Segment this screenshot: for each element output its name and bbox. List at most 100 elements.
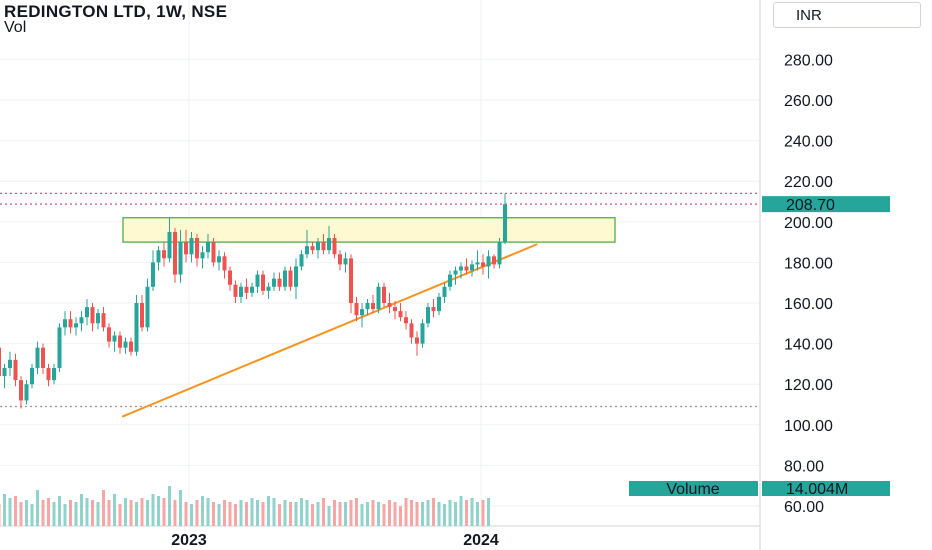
volume-bar	[201, 496, 204, 526]
candle-body	[239, 286, 243, 297]
candle-body	[492, 256, 496, 265]
volume-bar	[487, 498, 490, 526]
volume-bar	[465, 500, 468, 526]
volume-bar	[426, 500, 430, 526]
candle-body	[217, 256, 221, 263]
candle-body	[112, 335, 117, 342]
volume-bar	[305, 500, 309, 526]
candle-body	[145, 286, 150, 328]
candle-body	[101, 313, 106, 328]
volume-bar	[289, 502, 292, 526]
candle-body	[178, 242, 183, 275]
candle-body	[338, 254, 342, 265]
candle-body	[52, 367, 56, 381]
candle-body	[503, 204, 507, 243]
y-tick-label: 160.00	[784, 296, 833, 313]
candle-body	[299, 254, 304, 267]
candle-body	[272, 278, 276, 287]
candle-body	[184, 242, 188, 255]
volume-bar	[454, 502, 457, 526]
volume-indicator-label[interactable]: Vol	[4, 19, 27, 36]
volume-bar	[124, 498, 127, 526]
candle-body	[85, 307, 89, 318]
candle-body	[200, 252, 205, 259]
volume-bar	[234, 504, 237, 526]
candle-body	[387, 303, 392, 308]
volume-bar	[140, 498, 144, 526]
candle-body	[420, 323, 425, 344]
candle-body	[354, 303, 359, 316]
volume-bar	[223, 500, 226, 526]
volume-bar	[481, 500, 485, 526]
candle-body	[288, 270, 293, 287]
candle-body	[481, 262, 485, 267]
candle-body	[0, 347, 1, 377]
volume-bar	[316, 502, 320, 526]
candle-body	[211, 242, 216, 263]
candle-body	[316, 242, 320, 251]
candle-body	[464, 266, 469, 271]
volume-bar	[157, 496, 160, 526]
candle-body	[332, 238, 337, 255]
volume-bar	[80, 494, 83, 526]
volume-bar	[228, 502, 232, 526]
volume-bar	[129, 500, 133, 526]
candle-body	[365, 303, 370, 310]
volume-bar	[283, 500, 287, 526]
candle-body	[57, 327, 62, 368]
candle-body	[189, 238, 194, 255]
volume-bar	[0, 504, 1, 526]
volume-bar	[437, 502, 441, 526]
price-badge-label: 208.70	[786, 197, 835, 214]
volume-bar	[355, 498, 358, 526]
y-tick-label: 80.00	[784, 458, 824, 475]
volume-bar	[195, 500, 199, 526]
candle-body	[96, 313, 100, 324]
candle-body	[470, 264, 474, 271]
candle-body	[376, 286, 381, 310]
candle-body	[371, 303, 375, 310]
volume-bar	[272, 498, 276, 526]
volume-bar	[173, 500, 177, 526]
candle-body	[63, 319, 67, 328]
candle-body	[448, 274, 452, 287]
candle-body	[475, 262, 480, 265]
candle-body	[2, 367, 7, 377]
candle-body	[19, 380, 23, 401]
candle-body	[266, 286, 271, 291]
candle-body	[151, 262, 155, 287]
volume-bar	[190, 504, 193, 526]
candle-body	[327, 238, 331, 251]
candle-body	[497, 242, 502, 265]
candle-body	[173, 231, 177, 275]
candle-body	[233, 284, 238, 297]
volume-bar	[432, 498, 435, 526]
candle-body	[453, 270, 458, 275]
candle-body	[228, 270, 232, 285]
volume-bar	[322, 498, 325, 526]
candle-body	[107, 327, 111, 342]
candle-body	[68, 319, 73, 328]
volume-bar	[415, 502, 419, 526]
candle-body	[30, 367, 34, 385]
volume-bar	[239, 500, 243, 526]
candle-body	[244, 286, 249, 293]
resistance-zone	[122, 217, 616, 243]
currency-selector[interactable]: INR	[773, 2, 921, 28]
volume-bar	[30, 504, 34, 526]
candle-body	[90, 307, 95, 324]
volume-bar	[184, 502, 188, 526]
y-tick-label: 60.00	[784, 499, 824, 516]
volume-bar	[118, 504, 122, 526]
volume-bar	[96, 502, 100, 526]
volume-bar	[371, 500, 375, 526]
volume-bar	[25, 500, 28, 526]
volume-bar	[393, 502, 397, 526]
candle-body	[8, 359, 12, 368]
candle-body	[46, 367, 51, 381]
volume-bar	[338, 502, 342, 526]
volume-bar	[448, 500, 452, 526]
volume-bar	[366, 502, 369, 526]
candle-body	[123, 341, 128, 348]
